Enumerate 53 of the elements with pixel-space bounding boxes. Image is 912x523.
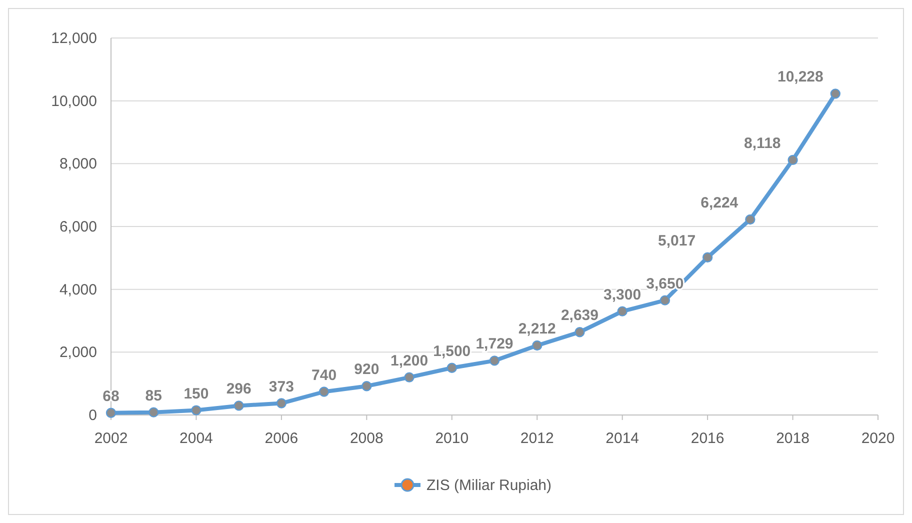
point [574, 326, 585, 338]
point [830, 88, 840, 99]
point [745, 214, 756, 225]
data-label: 373 [268, 378, 294, 396]
data-label: 1,729 [476, 336, 514, 353]
data-label: 920 [354, 361, 380, 378]
x-tick-label: 2020 [861, 430, 895, 447]
data-label: 296 [226, 380, 252, 398]
point [276, 398, 287, 408]
legend-label: ZIS (Miliar Rupiah) [426, 477, 552, 494]
data-label: 740 [312, 366, 337, 384]
point [318, 386, 330, 397]
point [489, 356, 500, 366]
point [404, 372, 414, 382]
point [234, 400, 244, 411]
x-tick-label: 2002 [94, 430, 128, 447]
data-label: 1,200 [390, 352, 428, 370]
y-tick-label: 6,000 [59, 218, 97, 236]
y-tick-label: 0 [88, 407, 97, 424]
point [617, 306, 628, 316]
point [702, 252, 713, 262]
x-tick-label: 2004 [180, 430, 213, 447]
x-tick-label: 2008 [350, 430, 384, 447]
data-label: 1,500 [433, 342, 471, 360]
point [660, 295, 670, 306]
data-label: 6,224 [700, 194, 739, 212]
x-tick-label: 2014 [606, 430, 640, 447]
data-label: 68 [102, 388, 120, 405]
x-tick-label: 2018 [776, 430, 810, 447]
x-tick-label: 2006 [264, 430, 298, 447]
y-tick-label: 8,000 [59, 156, 97, 173]
y-tick-label: 4,000 [59, 281, 97, 298]
point [362, 380, 372, 392]
data-label: 2,212 [518, 320, 556, 338]
data-label: 85 [145, 387, 162, 404]
point [446, 362, 457, 373]
y-tick-label: 12,000 [51, 30, 97, 47]
y-tick-label: 2,000 [59, 344, 97, 362]
data-label: 5,017 [658, 232, 696, 250]
x-tick-label: 2010 [435, 430, 469, 447]
y-tick-label: 10,000 [51, 92, 97, 110]
data-label: 10,228 [778, 68, 824, 86]
data-label: 8,118 [744, 134, 781, 152]
point [788, 154, 798, 166]
data-label: 3,300 [604, 286, 642, 304]
data-label: 2,639 [560, 307, 598, 324]
data-label: 150 [184, 385, 209, 402]
point [191, 405, 202, 416]
point [148, 407, 159, 418]
x-tick-label: 2012 [520, 430, 554, 447]
point [106, 408, 116, 418]
point [532, 340, 542, 351]
x-tick-label: 2016 [690, 430, 724, 447]
